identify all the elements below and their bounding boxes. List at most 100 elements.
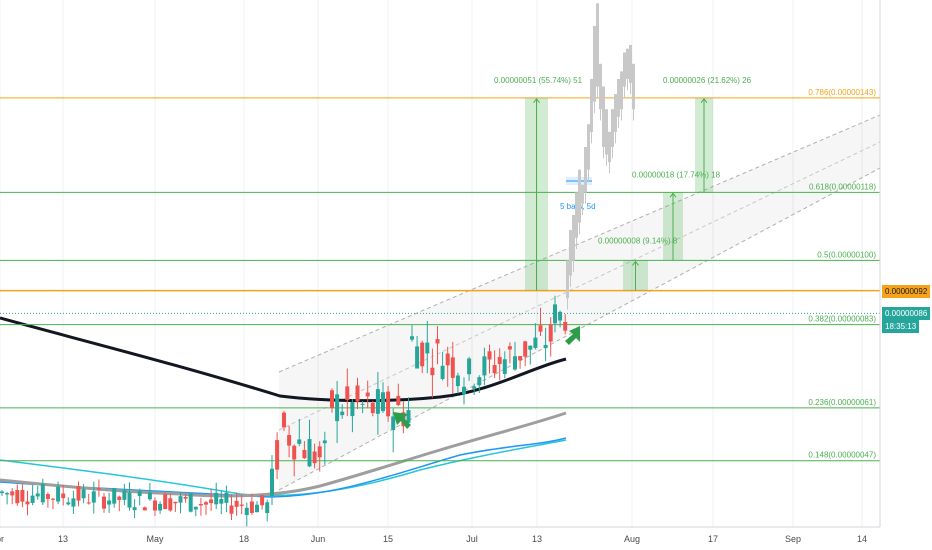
candle-body	[533, 338, 537, 348]
candle-body	[5, 493, 9, 494]
candle-body	[148, 493, 152, 500]
measure-label: 0.00000018 (17.74%) 18	[632, 170, 721, 179]
candle-body	[179, 496, 183, 503]
candle-body	[230, 505, 234, 513]
ghost-candle-body	[605, 109, 608, 154]
fibonacci-levels: 0.786(0.00000143) 0.618(0.00000118) 0.5(0.…	[0, 88, 880, 461]
ghost-candle-body	[602, 87, 605, 147]
candle-body	[117, 497, 121, 500]
candle-body	[436, 339, 440, 343]
candle-body	[430, 368, 434, 375]
candle-body	[107, 501, 111, 505]
candle-body	[528, 346, 532, 350]
candle-body	[102, 497, 106, 509]
time-axis: pr13May18Jun15Jul13Aug17Sep14	[0, 527, 880, 544]
candle-body	[138, 491, 142, 496]
fib-label: 0.618(0.00000118)	[809, 182, 876, 191]
candle-body	[250, 501, 254, 512]
candle-body	[493, 365, 497, 373]
fib-label: 0.382(0.00000083)	[808, 315, 876, 324]
ghost-candle-body	[632, 64, 635, 109]
candle-body	[425, 343, 429, 354]
candle-body	[549, 324, 553, 341]
candle-countdown-tag: 18:35:13	[882, 320, 919, 333]
candle-body	[376, 389, 380, 414]
candle-body	[462, 387, 466, 395]
date-tick: pr	[0, 534, 4, 544]
candle-body	[410, 336, 414, 339]
fib-label: 0.236(0.00000061)	[808, 398, 876, 407]
candle-body	[345, 386, 349, 400]
date-tick: 18	[239, 534, 249, 544]
date-tick: 15	[383, 534, 393, 544]
candle-body	[553, 304, 557, 323]
fib-label: 0.148(0.00000047)	[808, 451, 876, 460]
candle-body	[292, 446, 296, 460]
ghost-candle-body	[599, 64, 602, 109]
candle-body	[477, 377, 481, 385]
candle-body	[482, 356, 486, 375]
candle-body	[513, 356, 517, 369]
candle-body	[371, 403, 375, 413]
candle-body	[260, 495, 264, 505]
candle-body	[77, 486, 81, 500]
candle-body	[498, 357, 502, 364]
candle-body	[204, 502, 208, 504]
ghost-candle-body	[581, 185, 584, 204]
candle-body	[194, 507, 198, 510]
ghost-candle-body	[569, 230, 572, 275]
candle-body	[313, 452, 317, 464]
candle-body	[92, 491, 96, 502]
candle-body	[36, 493, 40, 496]
ghost-candle-body	[572, 215, 575, 260]
ghost-candle-body	[608, 132, 611, 162]
candle-body	[287, 435, 291, 446]
candle-body	[41, 484, 45, 502]
candle-body	[10, 491, 14, 495]
candle-body	[112, 488, 116, 504]
date-tick: 14	[857, 534, 867, 544]
candle-body	[245, 508, 249, 515]
date-tick: 13	[58, 534, 68, 544]
candle-body	[71, 498, 75, 506]
date-tick: 13	[532, 534, 542, 544]
orange-level-tag: 0.00000092	[882, 285, 930, 298]
candle-body	[441, 366, 445, 379]
ghost-candle-body	[614, 94, 617, 132]
candle-body	[153, 500, 157, 510]
ghost-candle-body	[590, 79, 593, 132]
candle-body	[15, 490, 19, 503]
candle-body	[361, 404, 365, 405]
date-tick: 17	[708, 534, 718, 544]
candle-body	[340, 412, 344, 415]
fib-label: 0.5(0.00000100)	[817, 250, 876, 259]
candle-body	[122, 490, 126, 499]
candle-body	[56, 487, 60, 502]
fib-label: 0.786(0.00000143)	[808, 88, 876, 97]
candle-body	[184, 497, 188, 499]
candle-body	[270, 469, 274, 496]
candle-body	[297, 439, 301, 443]
candle-body	[391, 416, 395, 430]
candle-body	[26, 501, 30, 504]
candle-body	[66, 502, 70, 504]
candle-body	[214, 493, 218, 505]
candle-body	[381, 392, 385, 411]
date-tick: Sep	[785, 534, 801, 544]
candle-body	[189, 493, 193, 511]
candle-body	[199, 504, 203, 505]
ghost-candle-body	[578, 170, 581, 223]
measure-label: 0.00000026 (21.62%) 26	[663, 76, 752, 85]
candle-body	[420, 343, 424, 367]
candle-body	[308, 439, 312, 466]
candle-body	[356, 385, 360, 401]
candle-body	[209, 499, 213, 503]
last-price-tag: 0.00000086	[882, 307, 930, 320]
candle-body	[451, 357, 455, 378]
ghost-candle-body	[584, 147, 587, 192]
ghost-candle-body	[617, 79, 620, 117]
candle-body	[563, 322, 567, 331]
candle-body	[158, 504, 162, 511]
candle-body	[446, 354, 450, 366]
